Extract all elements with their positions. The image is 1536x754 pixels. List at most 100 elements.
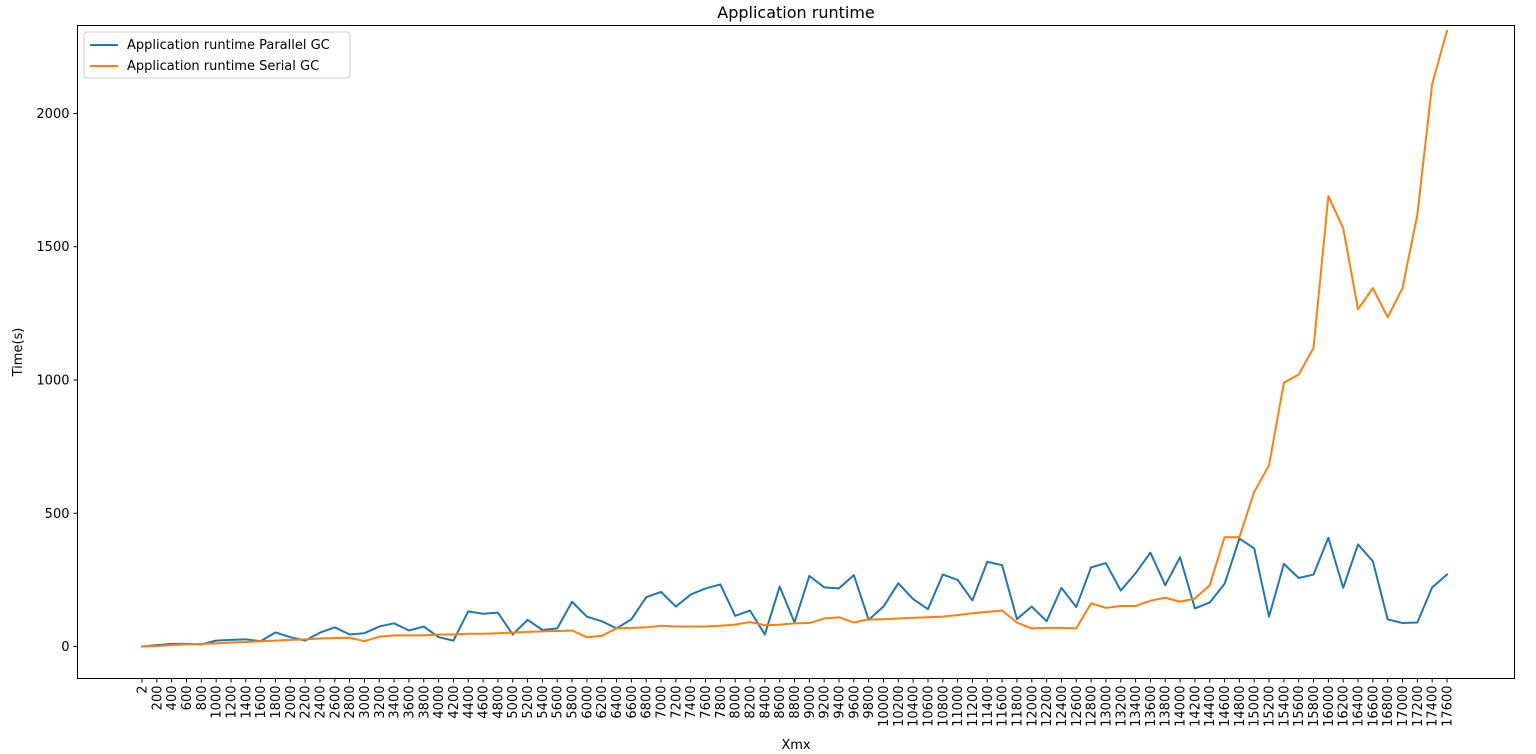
data-point-application-runtime-parallel-gc <box>1416 622 1418 624</box>
x-tick-label: 9000 <box>803 686 818 719</box>
x-tick-label: 3000 <box>358 686 373 719</box>
x-tick-label: 15800 <box>1307 686 1322 727</box>
data-point-application-runtime-parallel-gc <box>882 606 884 608</box>
data-point-application-runtime-serial-gc <box>141 646 143 648</box>
data-point-application-runtime-parallel-gc <box>1446 574 1448 576</box>
data-point-application-runtime-serial-gc <box>616 627 618 629</box>
x-tick-label: 4400 <box>462 686 477 719</box>
x-tick-label: 9200 <box>818 686 833 719</box>
data-point-application-runtime-serial-gc <box>1105 607 1107 609</box>
data-point-application-runtime-serial-gc <box>1357 308 1359 310</box>
y-tick-label: 2000 <box>36 107 69 122</box>
data-point-application-runtime-serial-gc <box>541 630 543 632</box>
x-tick-label: 13000 <box>1099 686 1114 727</box>
data-point-application-runtime-serial-gc <box>1090 602 1092 604</box>
data-point-application-runtime-parallel-gc <box>274 631 276 633</box>
data-point-application-runtime-serial-gc <box>497 632 499 634</box>
x-tick-label: 2000 <box>284 686 299 719</box>
data-point-application-runtime-serial-gc <box>1001 610 1003 612</box>
y-tick-label: 1000 <box>36 373 69 388</box>
x-tick-label: 6200 <box>595 686 610 719</box>
x-tick-label: 9400 <box>832 686 847 719</box>
x-tick-label: 1400 <box>239 686 254 719</box>
data-point-application-runtime-serial-gc <box>1313 347 1315 349</box>
data-point-application-runtime-parallel-gc <box>497 612 499 614</box>
data-point-application-runtime-serial-gc <box>215 642 217 644</box>
data-point-application-runtime-serial-gc <box>630 627 632 629</box>
data-point-application-runtime-serial-gc <box>200 643 202 645</box>
data-point-application-runtime-parallel-gc <box>1164 584 1166 586</box>
legend-box <box>83 31 351 79</box>
data-point-application-runtime-serial-gc <box>912 617 914 619</box>
x-tick-label: 1200 <box>224 686 239 719</box>
x-tick-label: 11000 <box>951 686 966 727</box>
x-tick-label: 6800 <box>640 686 655 719</box>
x-tick-label: 11600 <box>996 686 1011 727</box>
x-tick-label: 2800 <box>343 686 358 719</box>
data-point-application-runtime-serial-gc <box>438 634 440 636</box>
x-tick-label: 7800 <box>714 686 729 719</box>
data-point-application-runtime-serial-gc <box>1253 491 1255 493</box>
data-point-application-runtime-parallel-gc <box>1060 587 1062 589</box>
data-point-application-runtime-serial-gc <box>1283 382 1285 384</box>
x-tick-label: 11800 <box>1010 686 1025 727</box>
data-point-application-runtime-parallel-gc <box>556 627 558 629</box>
data-point-application-runtime-parallel-gc <box>393 622 395 624</box>
data-point-application-runtime-serial-gc <box>882 618 884 620</box>
x-tick-label: 12800 <box>1085 686 1100 727</box>
data-point-application-runtime-serial-gc <box>942 616 944 618</box>
data-point-application-runtime-parallel-gc <box>719 583 721 585</box>
x-tick-label: 15000 <box>1248 686 1263 727</box>
x-tick-label: 11200 <box>966 686 981 727</box>
data-point-application-runtime-serial-gc <box>171 644 173 646</box>
data-point-application-runtime-serial-gc <box>660 625 662 627</box>
data-point-application-runtime-serial-gc <box>986 611 988 613</box>
data-point-application-runtime-serial-gc <box>749 621 751 623</box>
data-point-application-runtime-serial-gc <box>156 645 158 647</box>
data-point-application-runtime-parallel-gc <box>363 632 365 634</box>
data-point-application-runtime-serial-gc <box>304 638 306 640</box>
x-tick-label: 1600 <box>254 686 269 719</box>
x-tick-label: 4600 <box>477 686 492 719</box>
x-tick-label: 200 <box>150 686 165 711</box>
x-tick-label: 2600 <box>328 686 343 719</box>
data-point-application-runtime-parallel-gc <box>912 598 914 600</box>
x-tick-label: 5800 <box>566 686 581 719</box>
x-tick-label: 12600 <box>1070 686 1085 727</box>
data-point-application-runtime-serial-gc <box>675 626 677 628</box>
data-point-application-runtime-parallel-gc <box>1357 543 1359 545</box>
x-tick-label: 6600 <box>625 686 640 719</box>
data-point-application-runtime-parallel-gc <box>942 574 944 576</box>
data-point-application-runtime-serial-gc <box>586 636 588 638</box>
data-point-application-runtime-parallel-gc <box>734 615 736 617</box>
data-point-application-runtime-serial-gc <box>1194 598 1196 600</box>
data-point-application-runtime-parallel-gc <box>408 630 410 632</box>
data-point-application-runtime-serial-gc <box>1149 600 1151 602</box>
x-tick-label: 9600 <box>847 686 862 719</box>
x-tick-label: 9800 <box>862 686 877 719</box>
data-point-application-runtime-serial-gc <box>378 636 380 638</box>
data-point-application-runtime-serial-gc <box>512 632 514 634</box>
x-tick-label: 2200 <box>299 686 314 719</box>
data-point-application-runtime-parallel-gc <box>527 619 529 621</box>
x-tick-label: 17000 <box>1396 686 1411 727</box>
data-point-application-runtime-serial-gc <box>185 643 187 645</box>
data-point-application-runtime-parallel-gc <box>823 586 825 588</box>
x-tick-label: 15600 <box>1292 686 1307 727</box>
data-point-application-runtime-serial-gc <box>1342 227 1344 229</box>
x-tick-label: 1800 <box>269 686 284 719</box>
x-tick-label: 2 <box>136 686 151 694</box>
data-point-application-runtime-parallel-gc <box>1372 560 1374 562</box>
data-point-application-runtime-parallel-gc <box>1209 602 1211 604</box>
data-point-application-runtime-serial-gc <box>1402 287 1404 289</box>
data-point-application-runtime-parallel-gc <box>645 596 647 598</box>
data-point-application-runtime-parallel-gc <box>853 574 855 576</box>
x-tick-label: 15400 <box>1277 686 1292 727</box>
data-point-application-runtime-serial-gc <box>779 624 781 626</box>
x-axis: 2 200 400 600 800 1000 1200 1400 1600 1800 2000 220… <box>136 678 1456 727</box>
data-point-application-runtime-parallel-gc <box>1120 590 1122 592</box>
x-tick-label: 3200 <box>373 686 388 719</box>
x-tick-label: 16800 <box>1381 686 1396 727</box>
data-point-application-runtime-parallel-gc <box>897 582 899 584</box>
data-point-application-runtime-serial-gc <box>1046 627 1048 629</box>
